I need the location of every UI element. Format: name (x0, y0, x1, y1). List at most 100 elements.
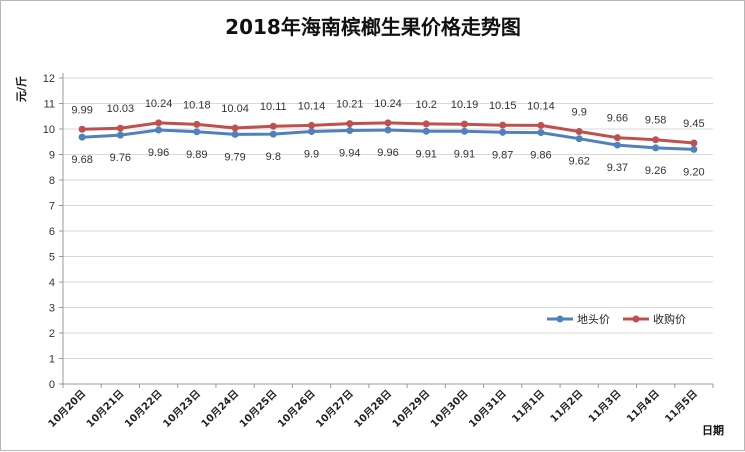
data-label: 9.37 (607, 162, 628, 174)
data-label: 9.26 (645, 165, 666, 177)
data-point (116, 131, 124, 139)
legend-label-2: 收购价 (653, 312, 686, 326)
data-point (613, 134, 621, 142)
data-label: 9.91 (454, 148, 475, 160)
data-point (155, 119, 163, 127)
data-label: 10.14 (527, 100, 555, 112)
data-label: 9.86 (530, 150, 551, 162)
data-point (116, 124, 124, 132)
x-tick-label: 10月30日 (428, 388, 470, 430)
x-tick-label: 10月22日 (122, 388, 164, 430)
x-tick-label: 10月24日 (199, 388, 241, 430)
x-tick-label: 11月3日 (586, 388, 623, 425)
legend-marker-1 (556, 315, 564, 323)
data-point (499, 128, 507, 136)
legend-marker-2 (632, 315, 640, 323)
y-tick-label: 6 (49, 226, 55, 238)
x-tick-label: 10月29日 (390, 388, 432, 430)
data-point (155, 126, 163, 134)
legend-label-1: 地头价 (577, 313, 610, 326)
data-label: 9.96 (377, 147, 398, 159)
x-axis-label: 日期 (702, 423, 724, 437)
gridlines (62, 73, 713, 385)
data-point (346, 120, 354, 128)
y-tick-label: 8 (49, 175, 55, 187)
data-point (499, 121, 507, 129)
y-axis-label: 元/斤 (14, 76, 28, 102)
data-point (690, 139, 698, 147)
series-layer: 9.68 9.76 9.96 9.89 9.79 9.8 9.9 9.94 9.96 9.91 9.… (71, 98, 704, 179)
data-label: 9.94 (339, 148, 360, 160)
x-tick-label: 11月1日 (510, 388, 547, 425)
y-tick-label: 4 (49, 277, 55, 289)
data-label: 9.8 (266, 151, 281, 163)
x-tick-label: 11月4日 (624, 388, 661, 425)
data-label: 9.79 (224, 151, 245, 163)
data-point (613, 141, 621, 149)
x-tick-label: 11月2日 (548, 388, 585, 425)
y-tick-label: 11 (44, 99, 55, 111)
data-point (384, 126, 392, 134)
legend: 地头价 收购价 (547, 312, 686, 326)
data-label: 9.66 (607, 113, 628, 125)
x-axis-ticks: 10月20日10月21日10月22日10月23日10月24日10月25日10月2… (46, 384, 714, 430)
x-tick-label: 10月27日 (314, 388, 356, 430)
data-point (537, 121, 545, 129)
x-tick-label: 10月20日 (46, 388, 88, 430)
y-tick-label: 0 (49, 379, 55, 391)
data-label: 9.96 (148, 147, 169, 159)
data-label: 10.24 (374, 98, 402, 110)
data-point (269, 122, 277, 130)
x-tick-label: 10月28日 (352, 388, 394, 430)
x-tick-label: 11月5日 (663, 388, 700, 425)
data-label: 9.91 (416, 148, 437, 160)
data-label: 10.03 (107, 103, 135, 115)
data-point (231, 130, 239, 138)
data-label: 10.19 (451, 99, 479, 111)
y-tick-label: 3 (49, 303, 55, 315)
data-label: 9.87 (492, 149, 513, 161)
data-label: 10.14 (298, 100, 326, 112)
data-point (575, 128, 583, 136)
data-point (346, 127, 354, 135)
data-label: 9.62 (568, 156, 589, 168)
data-point (575, 135, 583, 143)
data-point (231, 124, 239, 132)
data-point (537, 129, 545, 137)
data-point (690, 145, 698, 153)
y-tick-label: 2 (49, 328, 55, 340)
data-label: 9.68 (71, 154, 92, 166)
data-label: 9.9 (304, 149, 319, 161)
data-label: 10.11 (260, 101, 287, 113)
y-tick-label: 12 (43, 73, 55, 85)
data-label: 9.58 (645, 115, 666, 127)
data-point (308, 121, 316, 129)
data-label: 9.89 (186, 149, 207, 161)
data-point (460, 120, 468, 128)
x-tick-label: 10月26日 (275, 388, 317, 430)
data-label: 10.21 (336, 99, 364, 111)
data-label: 10.2 (416, 99, 437, 111)
data-point (193, 128, 201, 136)
x-tick-label: 10月31日 (467, 388, 509, 430)
data-point (78, 125, 86, 133)
data-label: 9.45 (683, 118, 704, 130)
data-label: 10.04 (221, 103, 249, 115)
data-point (652, 144, 660, 152)
data-point (384, 119, 392, 127)
data-label: 10.18 (183, 99, 211, 111)
y-tick-label: 10 (43, 124, 55, 136)
data-label: 10.24 (145, 98, 173, 110)
y-tick-label: 9 (49, 150, 55, 162)
data-label: 9.99 (71, 104, 92, 116)
data-point (308, 128, 316, 136)
data-point (422, 120, 430, 128)
data-point (652, 136, 660, 144)
x-tick-label: 10月25日 (237, 388, 279, 430)
y-tick-label: 1 (49, 354, 55, 366)
data-label: 9.76 (110, 152, 131, 164)
data-label: 9.9 (572, 107, 587, 119)
data-label: 9.20 (683, 166, 704, 178)
chart-title: 2018年海南槟榔生果价格走势图 (225, 15, 521, 39)
